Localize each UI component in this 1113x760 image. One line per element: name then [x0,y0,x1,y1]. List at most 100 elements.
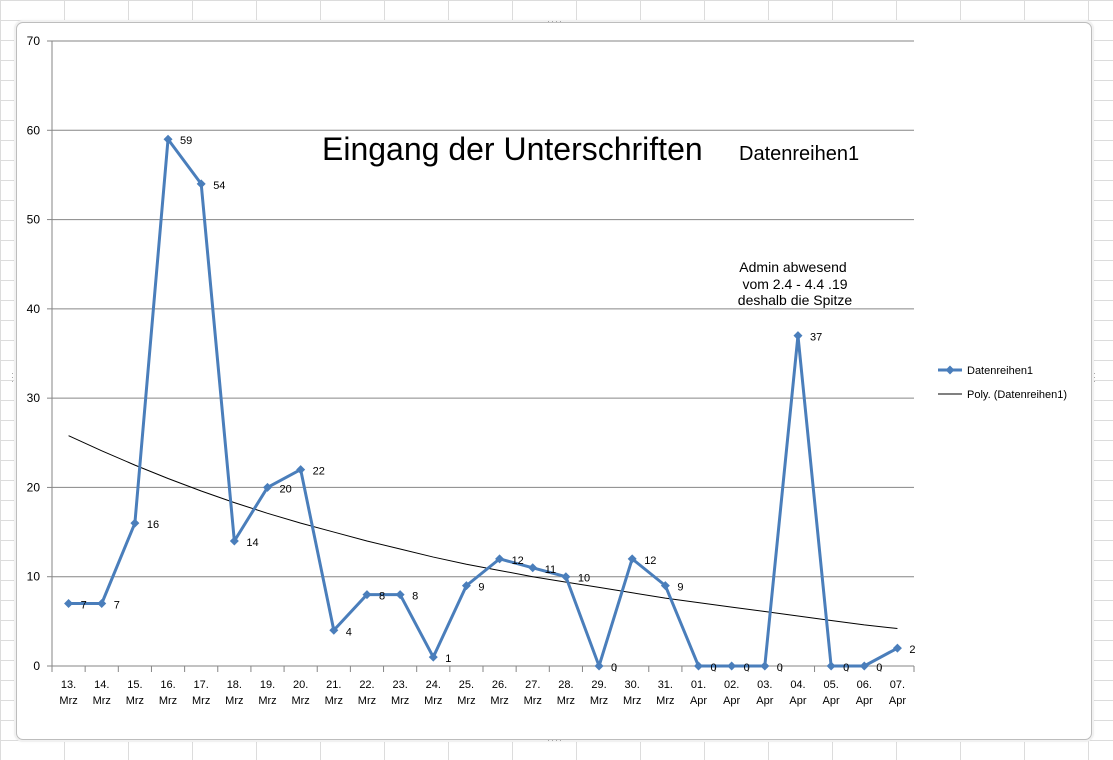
data-point-marker [793,331,803,341]
x-tick-label-day: 01. [691,679,706,691]
top-resize-handle[interactable]: ···· [547,16,563,26]
x-tick-label-day: 27. [525,679,540,691]
x-tick-label-month: Apr [856,695,873,707]
data-point-marker [627,554,637,564]
data-label: 54 [213,180,225,192]
x-tick-label-month: Mrz [126,695,144,707]
data-point-marker [163,134,173,144]
x-tick-label-month: Mrz [490,695,508,707]
data-point-marker [329,625,339,635]
data-label: 22 [313,466,325,478]
x-tick-label-month: Mrz [424,695,442,707]
x-tick-label-month: Mrz [524,695,542,707]
y-tick-label: 70 [27,34,41,48]
x-tick-label-month: Mrz [325,695,343,707]
data-label: 10 [578,573,590,585]
x-tick-label-day: 04. [790,679,805,691]
x-tick-label-day: 02. [724,679,739,691]
data-label: 9 [677,582,683,594]
y-tick-label: 40 [27,302,41,316]
trendline [68,435,898,629]
data-point-marker [859,661,869,671]
chart-frame[interactable]: ···· ···· · · · · · · [11,17,1096,745]
left-resize-handle[interactable]: · · · [11,368,15,386]
x-axis: 13. Mrz 14. Mrz 15. Mrz 16. Mrz 17. Mrz 18. Mrz 19. M… [51,665,915,707]
x-tick-label-month: Apr [789,695,806,707]
x-tick-label-day: 21. [326,679,341,691]
trendline-layer [68,435,898,629]
x-tick-label-month: Mrz [159,695,177,707]
bottom-resize-handle[interactable]: ···· [547,735,563,745]
data-point-marker [428,652,438,662]
data-point-marker [760,661,770,671]
x-tick-label-month: Mrz [457,695,475,707]
data-point-marker [196,179,206,189]
x-tick-label-month: Apr [823,695,840,707]
x-tick-label-day: 17. [194,679,209,691]
data-point-marker [130,518,140,528]
data-point-marker [395,590,405,600]
x-tick-label-day: 18. [227,679,242,691]
data-label: 8 [412,591,418,603]
data-point-marker [97,599,107,608]
data-point-marker [461,581,471,591]
x-tick-label-day: 20. [293,679,308,691]
data-point-marker [660,581,670,591]
data-point-marker [727,661,737,671]
x-tick-label-day: 25. [459,679,474,691]
legend: Datenreihen1 Poly. (Datenreihen1) [938,365,1067,401]
data-label: 4 [346,626,352,638]
x-tick-label-day: 24. [426,679,441,691]
x-tick-label-day: 23. [392,679,407,691]
x-tick-label-month: Mrz [225,695,243,707]
x-tick-label-month: Mrz [590,695,608,707]
data-label: 0 [777,662,783,674]
annotation-line-1: Admin abwesend [739,259,846,275]
x-tick-label-month: Mrz [291,695,309,707]
x-tick-label-month: Apr [723,695,740,707]
y-tick-label: 10 [27,570,41,584]
x-tick-label-day: 15. [127,679,142,691]
x-tick-label-day: 29. [591,679,606,691]
legend-series-marker [945,365,955,375]
data-label: 37 [810,332,822,344]
x-tick-label-day: 26. [492,679,507,691]
data-point-marker [826,661,836,671]
data-label: 0 [843,662,849,674]
x-tick-label-month: Mrz [623,695,641,707]
data-point-marker [362,590,372,600]
gridlines [52,40,914,578]
x-tick-label-day: 16. [160,679,175,691]
x-tick-label-month: Mrz [59,695,77,707]
data-label: 1 [445,653,451,665]
data-point-marker [694,661,703,671]
series-line [68,137,899,668]
x-tick-label-day: 07. [890,679,905,691]
data-point-marker [64,599,74,608]
data-point-marker [594,661,604,671]
data-label: 0 [876,662,882,674]
x-tick-label-month: Apr [889,695,906,707]
x-tick-label-month: Mrz [557,695,575,707]
right-resize-handle[interactable]: · · · [1093,368,1097,386]
data-label: 20 [280,483,292,495]
data-label: 9 [478,582,484,594]
x-tick-label-day: 05. [823,679,838,691]
data-labels: 7 7 16 59 54 14 20 22 4 8 8 1 9 12 11 10 0 12 9 0 0 0 37 0 0 2 [81,135,916,674]
data-point-marker [892,643,902,653]
x-tick-label-day: 13. [61,679,76,691]
data-label: 59 [180,135,192,147]
x-tick-label-month: Mrz [258,695,276,707]
y-tick-label: 50 [27,213,41,227]
x-tick-label-day: 30. [625,679,640,691]
x-tick-label-month: Mrz [93,695,111,707]
data-label: 16 [147,519,159,531]
data-point-marker [528,563,538,573]
legend-series-label: Datenreihen1 [967,365,1033,377]
x-tick-label-day: 22. [359,679,374,691]
data-label: 7 [114,600,120,612]
x-tick-label-month: Apr [690,695,707,707]
data-point-marker [263,482,272,492]
data-point-marker [495,554,505,564]
